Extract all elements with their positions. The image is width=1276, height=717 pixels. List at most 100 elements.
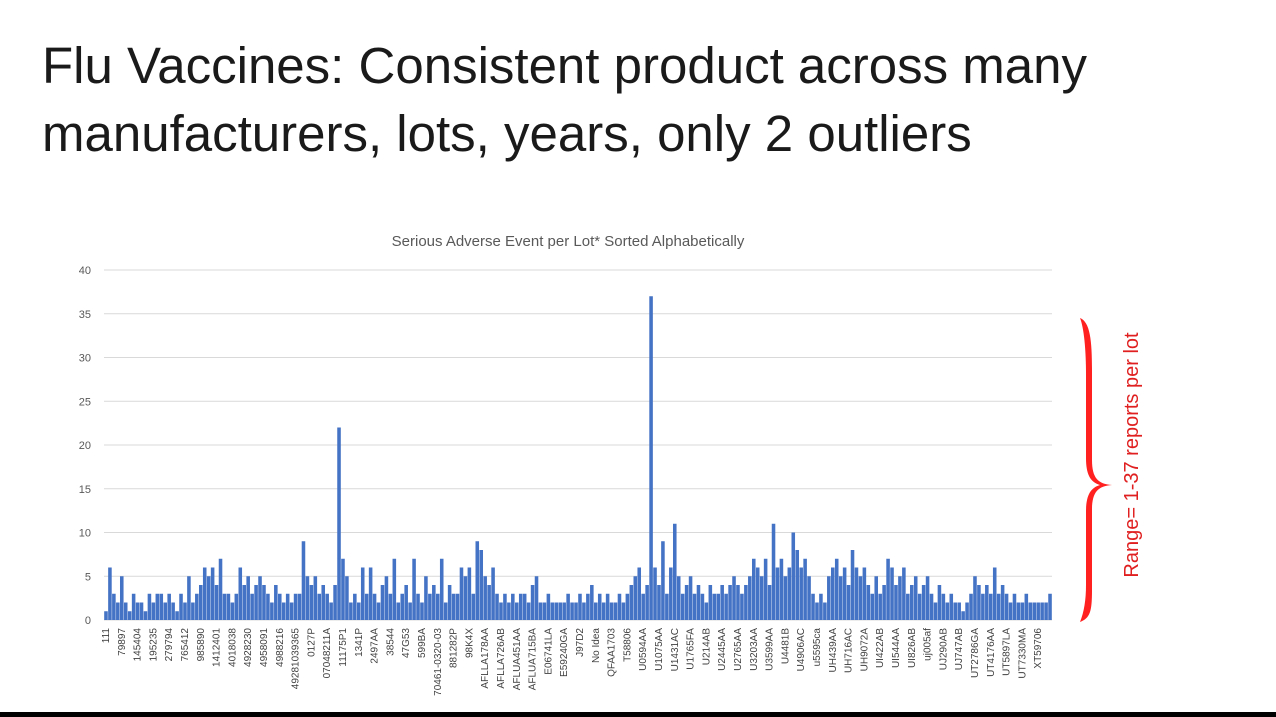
bar [981,593,985,620]
bar [684,585,689,620]
x-tick-label: 70461-0320-03 [433,628,444,696]
bar [432,585,436,620]
bar [672,523,677,620]
bar [368,567,373,620]
bar [546,593,551,620]
x-tick-label: U1431AC [670,628,681,671]
bar [345,576,349,620]
slide-title: manufacturers, lots, years, only 2 outli… [42,105,972,162]
bar [696,585,701,620]
slide-title: Flu Vaccines: Consistent product across … [42,37,1088,94]
bar [803,558,807,620]
bar [210,567,215,620]
bar [183,602,187,620]
bar [1036,602,1040,620]
x-tick-label: 2497AA [370,628,381,664]
bar [313,576,318,620]
bar [969,593,973,620]
bar [530,585,535,620]
bar [613,602,618,620]
bar [996,593,1001,620]
bar [669,567,673,620]
x-tick-label: 4958091 [259,628,270,667]
bar [637,567,642,620]
x-tick-label: 38544 [385,628,396,656]
bar [894,585,898,620]
bar [815,602,819,620]
x-tick-label: 1341P [354,628,365,657]
bar [123,602,128,620]
x-tick-label: 985890 [196,628,207,662]
bar [605,593,610,620]
bar [558,602,563,620]
bar [724,593,728,620]
bar [526,602,531,620]
bar [720,585,724,620]
bar [112,593,116,620]
bar [317,593,322,620]
bar [973,576,977,620]
x-tick-label: U0594AA [638,628,649,671]
bar [198,585,203,620]
bar [767,585,772,620]
bar [712,593,717,620]
bar [412,558,416,620]
x-tick-label: UT4176AA [986,628,997,677]
x-tick-label: AFLLA726AB [496,628,507,689]
bar [680,593,685,620]
bar [866,585,871,620]
bar [1028,602,1033,620]
x-tick-label: UH9072A [859,628,870,672]
x-tick-label: 4988216 [275,628,286,667]
bar [1000,585,1005,620]
bar [491,567,495,620]
bar [945,602,950,620]
x-tick-label: U2445AA [717,628,728,671]
bar [819,593,823,620]
bar [700,593,705,620]
x-tick-label: UH716AC [844,628,855,673]
bar [748,576,752,620]
bar [878,593,882,620]
bar [937,585,942,620]
x-tick-label: 111 [101,628,112,644]
bar [985,585,989,620]
bar [807,576,811,620]
bar [665,593,669,620]
x-tick-label: 0127P [306,628,317,657]
x-tick-label: U1765FA [686,628,697,670]
y-tick-label: 35 [79,309,91,321]
bar [341,558,345,620]
bar [376,602,381,620]
bar [297,593,302,620]
bar [854,567,859,620]
x-tick-label: 279794 [164,628,175,662]
bar [384,576,389,620]
bar [625,593,630,620]
y-tick-label: 15 [79,484,91,496]
bar [799,567,803,620]
bar [787,567,792,620]
bar [262,585,266,620]
bar [301,541,306,620]
bar [890,567,894,620]
bar [487,585,491,620]
y-tick-label: 0 [85,615,91,627]
bar [554,602,559,620]
bar [906,593,910,620]
x-tick-label: J97D2 [575,628,586,657]
bar [823,602,827,620]
bar [609,602,614,620]
x-tick-label: QFAA1703 [607,628,618,677]
bar [495,593,499,620]
bar [779,558,784,620]
bar [222,593,227,620]
bar [965,602,969,620]
bar [830,567,835,620]
bar [653,567,657,620]
bar [447,585,452,620]
x-tick-label: E59240GA [559,628,570,677]
bar [127,611,132,620]
bar [195,593,199,620]
bar [139,602,144,620]
